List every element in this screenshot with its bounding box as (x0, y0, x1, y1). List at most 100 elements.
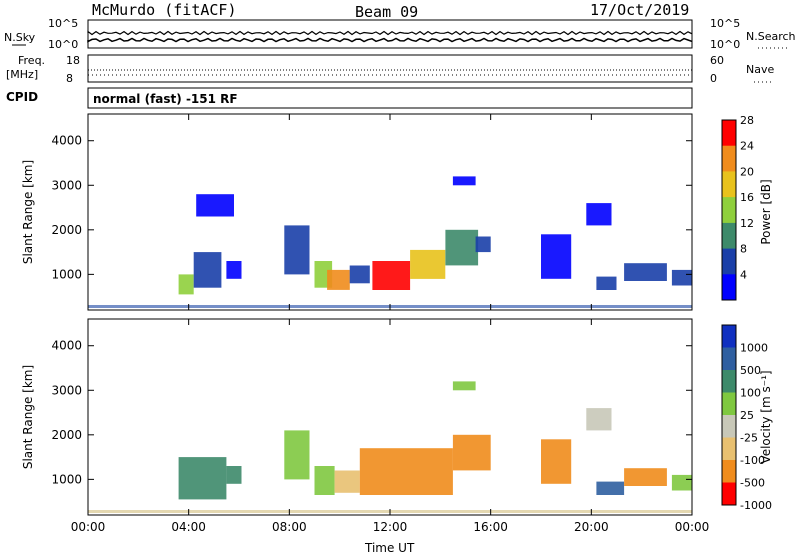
data-cell (586, 203, 612, 226)
colorbar-segment (722, 370, 736, 393)
data-cell (624, 263, 667, 281)
data-cell (193, 252, 222, 288)
data-cell (586, 408, 612, 431)
data-cell (349, 265, 370, 284)
colorbar-tick-label: 100 (740, 387, 761, 400)
colorbar-tick-label: 4 (740, 268, 747, 281)
data-cell (359, 448, 453, 495)
colorbar-tick-label: 8 (740, 243, 747, 256)
data-cell (178, 274, 194, 295)
freq-unit-label: [MHz] (6, 68, 38, 81)
nsearch-tick-bottom: 10^0 (710, 38, 740, 51)
nsky-tick-bottom: 10^0 (48, 38, 78, 51)
x-tick-label: 08:00 (272, 520, 307, 534)
freq-panel-frame (87, 54, 693, 83)
nsky-tick-top: 10^5 (48, 17, 78, 30)
colorbar-segment (722, 171, 736, 198)
data-cell (452, 381, 476, 391)
colorbar-tick-label: 1000 (740, 342, 768, 355)
colorbar-segment (722, 415, 736, 438)
colorbar-segment (722, 145, 736, 172)
data-cell (452, 434, 491, 471)
colorbar-segment (722, 274, 736, 301)
colorbar-tick-label: 28 (740, 114, 754, 127)
y-tick-label: 4000 (51, 134, 82, 148)
colorbar-segment (722, 437, 736, 461)
x-tick-label: 20:00 (574, 520, 609, 534)
colorbar-tick-label: -100 (740, 454, 765, 467)
colorbar-tick-label: -1000 (740, 499, 772, 512)
data-cell (226, 261, 242, 279)
power-panel: 1000 2000 3000 4000 Slant Range [km] 4 8 12 16 20… (21, 113, 773, 311)
colorbar-tick-label: 16 (740, 191, 754, 204)
colorbar-segment (722, 392, 736, 416)
data-cell (671, 474, 692, 491)
colorbar-title: Velocity [m s⁻¹] (759, 370, 773, 463)
cpid-panel-frame (87, 87, 693, 109)
colorbar-segment (722, 325, 736, 348)
x-tick-label: 00:00 (71, 520, 106, 534)
data-cell (372, 261, 411, 290)
data-cell (541, 234, 572, 279)
nsearch-tick-top: 10^5 (710, 17, 740, 30)
cpid-label: CPID (6, 90, 38, 104)
x-tick-label: 04:00 (171, 520, 206, 534)
colorbar-tick-label: 500 (740, 364, 761, 377)
colorbar-segment (722, 248, 736, 275)
nsky-label: N.Sky (4, 31, 36, 44)
x-tick-label: 00:00 (675, 520, 710, 534)
colorbar-tick-label: 12 (740, 217, 754, 230)
noise-lines (87, 30, 693, 43)
nsky-trace (87, 37, 693, 43)
date-title: 17/Oct/2019 (590, 1, 689, 19)
y-tick-label: 3000 (51, 178, 82, 192)
data-cell (334, 470, 360, 493)
nsearch-trace (87, 30, 693, 36)
data-cell (475, 236, 491, 253)
x-axis-title: Time UT (364, 541, 415, 554)
data-cell (226, 466, 242, 484)
y-axis-title: Slant Range [km] (21, 160, 35, 264)
y-tick-label: 2000 (51, 223, 82, 237)
data-cell (541, 439, 572, 484)
nsearch-label: N.Search (746, 30, 796, 43)
y-tick-label: 1000 (51, 472, 82, 486)
colorbar-tick-label: -500 (740, 477, 765, 490)
x-tick-label: 12:00 (373, 520, 408, 534)
beam-title: Beam 09 (355, 3, 418, 21)
freq-label: Freq. (18, 54, 45, 67)
colorbar-segment (722, 197, 736, 224)
data-cell (284, 430, 310, 480)
data-cell (671, 269, 692, 286)
data-cell (178, 457, 227, 500)
data-cell (410, 249, 446, 279)
x-tick-label: 16:00 (473, 520, 508, 534)
nave-label: Nave (746, 63, 774, 76)
freq-tick-bottom: 8 (66, 72, 73, 85)
data-cell (284, 225, 310, 275)
colorbar-segment (722, 347, 736, 371)
data-cell (596, 276, 617, 290)
data-cell (314, 466, 335, 495)
colorbar-tick-label: -25 (740, 432, 758, 445)
freq-tick-top: 18 (66, 54, 80, 67)
colorbar-segment (722, 222, 736, 250)
data-cell (624, 468, 667, 486)
y-tick-label: 3000 (51, 383, 82, 397)
station-title: McMurdo (fitACF) (92, 1, 237, 19)
data-cell (445, 229, 479, 266)
colorbar-segment (722, 482, 736, 506)
nave-tick-top: 60 (710, 54, 724, 67)
nave-tick-bottom: 0 (710, 72, 717, 85)
colorbar-frame (721, 119, 737, 301)
data-cell (596, 481, 625, 495)
data-cell (327, 269, 350, 290)
colorbar-title: Power [dB] (759, 179, 773, 244)
colorbar-tick-label: 20 (740, 165, 754, 178)
y-tick-label: 4000 (51, 339, 82, 353)
colorbar-segment (722, 120, 736, 147)
data-cell (196, 194, 234, 217)
velocity-panel: 1000 2000 3000 4000 00:00 04:00 08:00 12:00 16:0… (21, 318, 773, 534)
y-tick-label: 1000 (51, 267, 82, 281)
